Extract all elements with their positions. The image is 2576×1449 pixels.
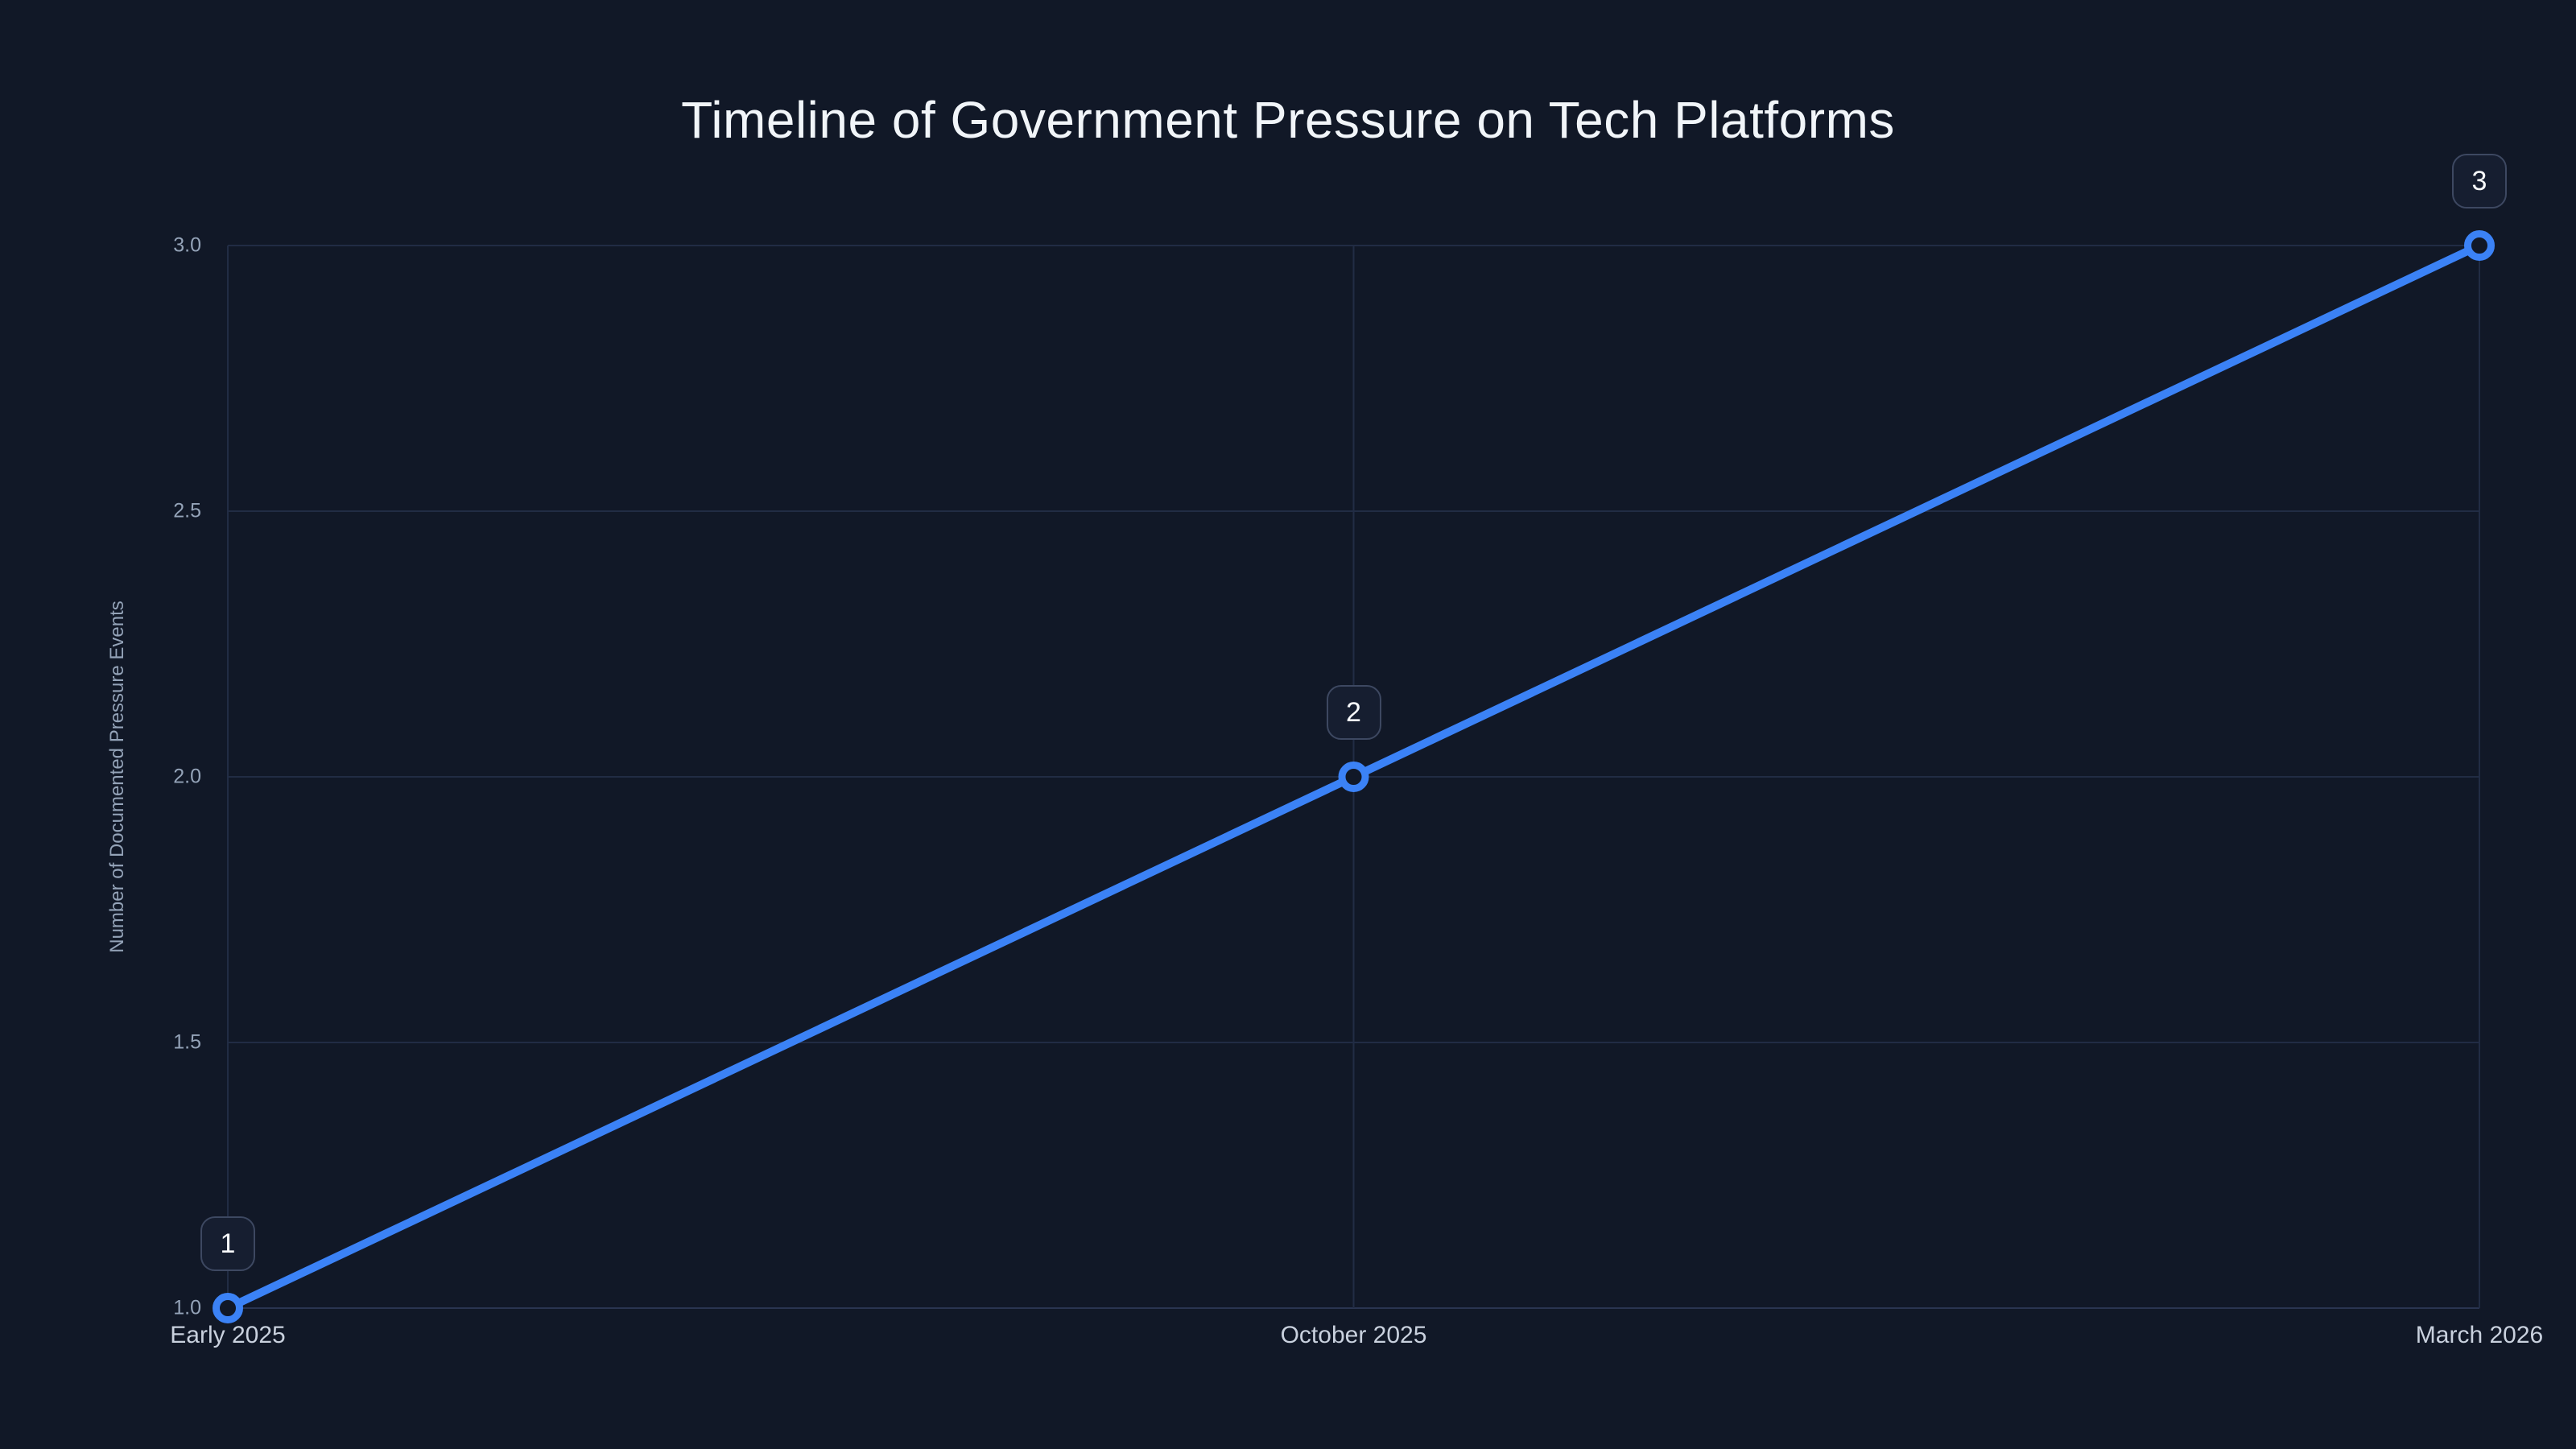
y-tick-label: 1.5 bbox=[173, 1030, 201, 1054]
y-tick-label: 3.0 bbox=[173, 233, 201, 257]
chart-title: Timeline of Government Pressure on Tech … bbox=[681, 91, 1895, 149]
y-tick-label: 1.0 bbox=[173, 1296, 201, 1319]
data-point-marker[interactable] bbox=[2464, 230, 2495, 261]
point-badge: 1 bbox=[200, 1216, 255, 1271]
x-tick-label: October 2025 bbox=[1280, 1322, 1427, 1348]
point-badge: 3 bbox=[2452, 154, 2507, 208]
x-tick-label: March 2026 bbox=[2415, 1322, 2544, 1348]
y-tick-label: 2.5 bbox=[173, 499, 201, 522]
data-point-marker[interactable] bbox=[1338, 762, 1369, 792]
point-badge: 2 bbox=[1326, 685, 1381, 740]
data-point-marker[interactable] bbox=[213, 1293, 243, 1323]
y-tick-label: 2.0 bbox=[173, 765, 201, 788]
x-tick-label: Early 2025 bbox=[170, 1322, 286, 1348]
